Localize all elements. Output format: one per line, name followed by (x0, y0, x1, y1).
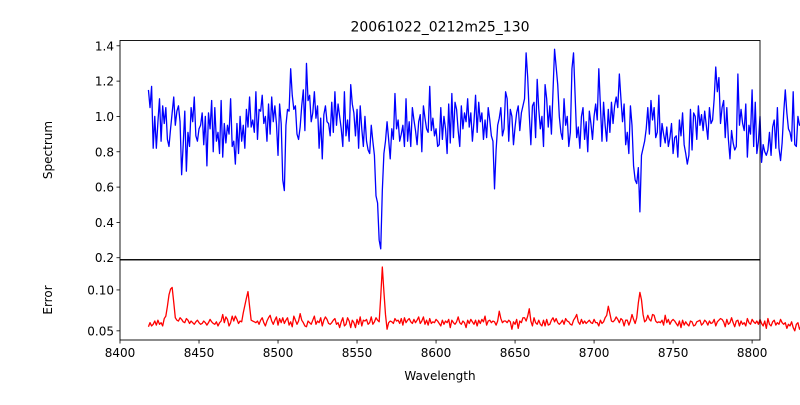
x-tick-label: 8800 (737, 346, 768, 360)
spectrum-y-tick-label: 0.4 (95, 216, 114, 230)
spectrum-panel: 20061022_0212m25_130 0.2 0.4 0.6 0.8 1.0 1.2 1… (41, 20, 800, 265)
error-series-line (147, 266, 800, 332)
spectrum-y-tick-label: 0.8 (95, 145, 114, 159)
error-panel: 0.05 0.10 8400 8450 8500 8550 8600 8650 8700 875… (41, 259, 800, 383)
x-tick-label: 8650 (500, 346, 531, 360)
spectrum-y-tick-label: 1.0 (95, 110, 114, 124)
x-tick-label: 8400 (105, 346, 136, 360)
spectrum-y-tick-label: 0.6 (95, 181, 114, 195)
x-tick-label: 8700 (579, 346, 610, 360)
error-y-tick-label: 0.10 (87, 283, 114, 297)
error-y-tick-label: 0.05 (87, 324, 114, 338)
spectrum-y-ticks: 0.2 0.4 0.6 0.8 1.0 1.2 1.4 (95, 39, 120, 265)
wavelength-x-ticks: 8400 8450 8500 8550 8600 8650 8700 8750 8800 (105, 340, 768, 360)
x-tick-label: 8500 (263, 346, 294, 360)
x-tick-label: 8600 (421, 346, 452, 360)
x-tick-label: 8750 (658, 346, 689, 360)
error-y-axis-label: Error (41, 285, 55, 314)
spectrum-y-tick-label: 0.2 (95, 251, 114, 265)
x-axis-label: Wavelength (404, 369, 475, 383)
spectrum-y-axis-label: Spectrum (41, 121, 55, 179)
spectrum-y-tick-label: 1.2 (95, 75, 114, 89)
x-tick-label: 8550 (342, 346, 373, 360)
spectrum-series-line (147, 48, 800, 250)
spectrum-plot-frame (119, 40, 761, 260)
spectrum-y-tick-label: 1.4 (95, 39, 114, 53)
error-y-ticks: 0.05 0.10 (87, 283, 120, 338)
chart-title: 20061022_0212m25_130 (350, 20, 529, 36)
error-plot-frame (119, 259, 761, 341)
x-tick-label: 8450 (184, 346, 215, 360)
